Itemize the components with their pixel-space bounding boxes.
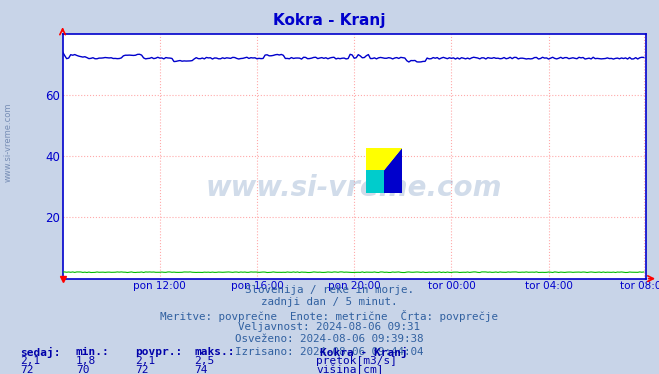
Text: 2,5: 2,5	[194, 356, 215, 366]
Bar	[384, 171, 402, 193]
Text: maks.:: maks.:	[194, 347, 235, 357]
Text: Izrisano: 2024-08-06 09:44:04: Izrisano: 2024-08-06 09:44:04	[235, 347, 424, 357]
Text: 1,8: 1,8	[76, 356, 96, 366]
Text: Slovenija / reke in morje.: Slovenija / reke in morje.	[245, 285, 414, 295]
Text: pretok[m3/s]: pretok[m3/s]	[316, 356, 397, 366]
Text: povpr.:: povpr.:	[135, 347, 183, 357]
Polygon shape	[384, 148, 402, 171]
Text: 74: 74	[194, 365, 208, 374]
Bar	[366, 148, 384, 171]
Text: Meritve: povprečne  Enote: metrične  Črta: povprečje: Meritve: povprečne Enote: metrične Črta:…	[161, 310, 498, 322]
Text: zadnji dan / 5 minut.: zadnji dan / 5 minut.	[261, 297, 398, 307]
Polygon shape	[384, 148, 402, 171]
Text: Kokra - Kranj: Kokra - Kranj	[320, 347, 407, 358]
Text: Osveženo: 2024-08-06 09:39:38: Osveženo: 2024-08-06 09:39:38	[235, 334, 424, 344]
Text: 2,1: 2,1	[135, 356, 156, 366]
Text: 2,1: 2,1	[20, 356, 40, 366]
Bar	[366, 171, 384, 193]
Text: www.si-vreme.com: www.si-vreme.com	[4, 102, 13, 182]
Text: 72: 72	[20, 365, 33, 374]
Text: min.:: min.:	[76, 347, 109, 357]
Text: 72: 72	[135, 365, 148, 374]
Text: sedaj:: sedaj:	[20, 347, 60, 358]
Text: www.si-vreme.com: www.si-vreme.com	[206, 174, 502, 202]
Text: 70: 70	[76, 365, 89, 374]
Text: Veljavnost: 2024-08-06 09:31: Veljavnost: 2024-08-06 09:31	[239, 322, 420, 332]
Text: višina[cm]: višina[cm]	[316, 365, 384, 374]
Text: Kokra - Kranj: Kokra - Kranj	[273, 13, 386, 28]
